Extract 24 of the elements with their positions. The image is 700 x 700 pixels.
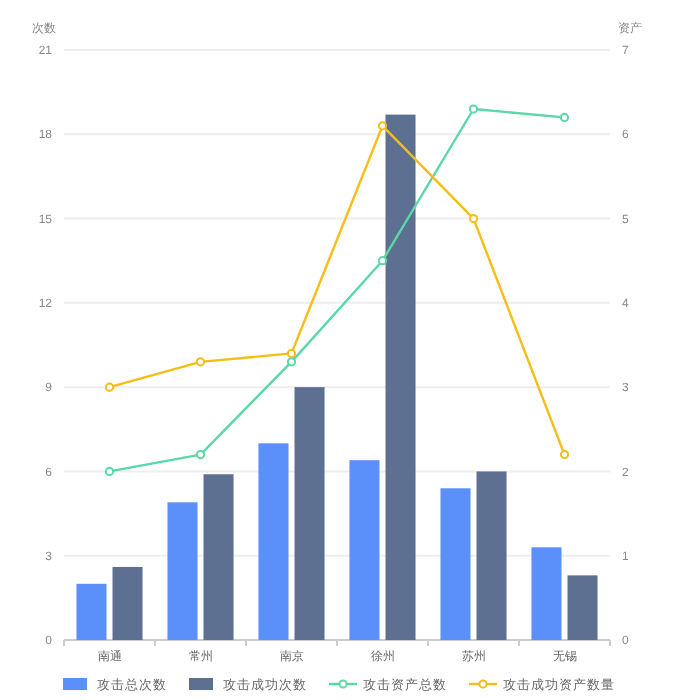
point — [468, 104, 479, 114]
point — [377, 256, 388, 266]
point — [286, 348, 297, 359]
bar — [112, 566, 143, 640]
bar — [476, 471, 507, 640]
bar — [531, 547, 562, 640]
point — [468, 213, 479, 224]
bar — [294, 387, 325, 640]
bar — [203, 474, 234, 640]
point — [195, 357, 206, 367]
bar — [258, 443, 289, 640]
point — [559, 112, 570, 123]
point — [104, 466, 115, 477]
point — [195, 449, 206, 460]
point — [559, 449, 570, 460]
point — [286, 357, 297, 367]
bar — [567, 575, 598, 640]
bar — [167, 502, 198, 640]
bar — [440, 488, 471, 640]
bar — [349, 460, 380, 640]
point — [104, 382, 115, 392]
bar — [385, 114, 416, 640]
point — [377, 121, 388, 131]
bar — [76, 583, 107, 640]
